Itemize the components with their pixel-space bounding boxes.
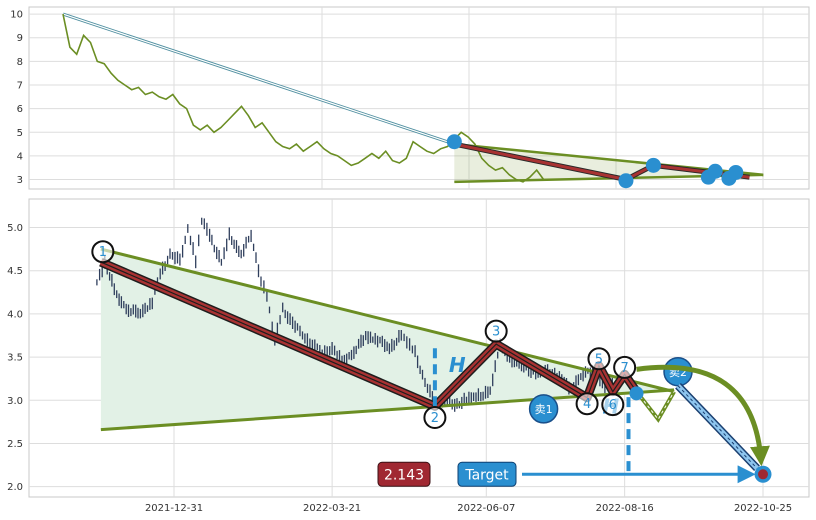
projection-path-dash bbox=[636, 391, 675, 421]
detail-y-tick-label: 4.5 bbox=[7, 266, 23, 277]
wave-circle bbox=[484, 319, 508, 343]
wave-number: 2 bbox=[431, 411, 439, 426]
detail-x-tick-label: 2022-10-25 bbox=[734, 503, 792, 514]
overview-wave-line bbox=[453, 142, 750, 182]
wave-number: 3 bbox=[492, 325, 500, 340]
wave-circle bbox=[91, 240, 115, 264]
overview-marker bbox=[618, 173, 634, 189]
target-point-core bbox=[758, 469, 768, 480]
entry-point bbox=[629, 386, 644, 401]
sell-target-arrow-dash bbox=[677, 385, 758, 469]
detail-y-tick-label: 5.0 bbox=[7, 223, 23, 234]
overview-y-tick-label: 10 bbox=[10, 10, 23, 21]
wave-circle bbox=[575, 392, 599, 416]
wave-circle bbox=[587, 347, 611, 371]
wave-circle bbox=[601, 393, 625, 417]
overview-triangle-fill bbox=[454, 144, 764, 182]
target-value-box bbox=[377, 461, 431, 487]
overview-marker bbox=[446, 134, 462, 150]
overview-y-tick-label: 3 bbox=[17, 175, 23, 186]
detail-y-tick-label: 2.0 bbox=[7, 482, 23, 493]
overview-marker bbox=[645, 157, 661, 173]
detail-x-tick-label: 2022-06-07 bbox=[457, 503, 515, 514]
wave-circle bbox=[613, 355, 637, 379]
channel-upper-line bbox=[100, 247, 675, 394]
target-box bbox=[457, 461, 517, 487]
detail-x-tick-label: 2021-12-31 bbox=[145, 503, 203, 514]
overview-y-tick-label: 8 bbox=[17, 57, 23, 68]
overview-panel: 3 4 5 6 7 8 9 10 bbox=[10, 6, 810, 190]
wave-number: 7 bbox=[621, 361, 629, 376]
overview-y-tick-label: 6 bbox=[17, 104, 23, 115]
detail-y-tick-label: 3.0 bbox=[7, 396, 23, 407]
overview-y-tick-label: 4 bbox=[17, 151, 23, 162]
overview-marker bbox=[707, 163, 723, 179]
target-value-label: 2.143 bbox=[384, 467, 424, 483]
sell-point-label: 卖1 bbox=[535, 403, 553, 416]
target-label: Target bbox=[464, 467, 509, 483]
overview-frame bbox=[28, 6, 810, 190]
h-label: H bbox=[449, 353, 466, 377]
detail-x-tick-label: 2022-03-21 bbox=[303, 503, 361, 514]
wave-number: 1 bbox=[99, 245, 107, 260]
triangle-fill bbox=[100, 249, 675, 430]
detail-panel: 2.0 2.5 3.0 3.5 4.0 4.5 5.0 2021-12-31 2022-03-2… bbox=[7, 198, 810, 514]
overview-marker bbox=[728, 164, 744, 180]
wave-number: 4 bbox=[583, 397, 591, 412]
overview-y-tick-label: 5 bbox=[17, 128, 23, 139]
detail-x-tick-label: 2022-08-16 bbox=[596, 503, 654, 514]
wave-circle bbox=[423, 406, 447, 430]
wave-number: 6 bbox=[609, 398, 617, 413]
wave-number: 5 bbox=[595, 352, 603, 367]
overview-trend-line-inner bbox=[62, 13, 455, 145]
overview-y-tick-label: 7 bbox=[17, 81, 23, 92]
detail-y-tick-label: 3.5 bbox=[7, 353, 23, 364]
detail-y-tick-label: 2.5 bbox=[7, 439, 23, 450]
projection-curve-arrow bbox=[636, 364, 770, 467]
overview-y-tick-label: 9 bbox=[17, 33, 23, 44]
overview-price-line bbox=[62, 13, 545, 183]
sell-point-circle bbox=[528, 394, 559, 424]
detail-y-tick-label: 4.0 bbox=[7, 309, 23, 320]
